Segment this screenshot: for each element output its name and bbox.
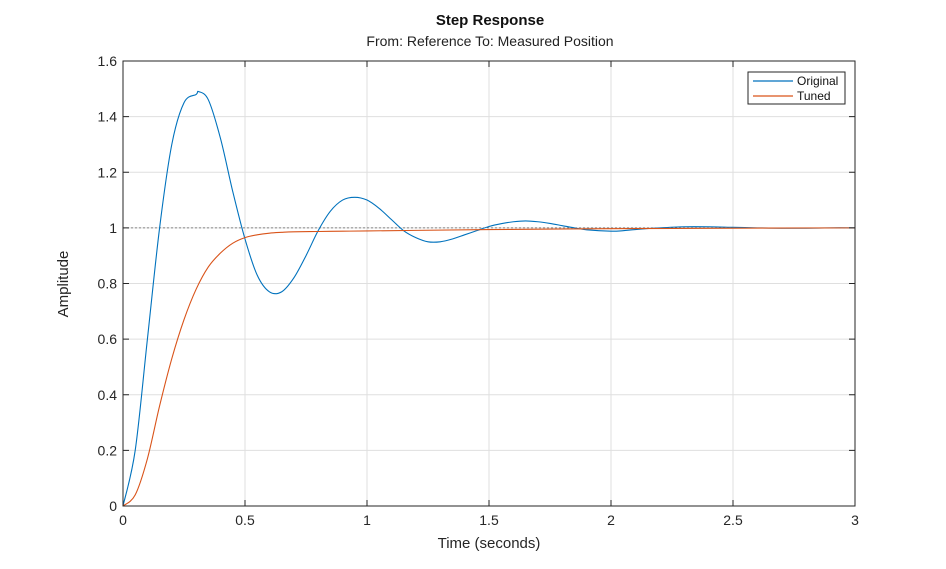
legend-box xyxy=(747,71,846,105)
y-tick-label: 1.2 xyxy=(98,164,118,180)
y-tick-label: 1.6 xyxy=(98,53,118,69)
y-tick-label: 1.4 xyxy=(98,109,118,125)
y-tick-label: 0.6 xyxy=(98,331,118,347)
y-tick-label: 0.2 xyxy=(98,442,118,458)
x-tick-label: 3 xyxy=(851,512,859,528)
series-lines xyxy=(122,90,856,507)
legend-label-original: Original xyxy=(797,74,838,88)
chart-subtitle: From: Reference To: Measured Position xyxy=(366,33,613,49)
x-tick-label: 1.5 xyxy=(479,512,499,528)
x-tick-label: 2 xyxy=(607,512,615,528)
axis-ticks: 0 0.5 1 1.5 2 2.5 3 0 0.2 0.4 0.6 0.8 1 1.2 1.4 1.6 xyxy=(98,53,860,528)
x-tick-label: 0 xyxy=(119,512,127,528)
legend-label-tuned: Tuned xyxy=(797,89,831,103)
y-tick-label: 0.8 xyxy=(98,276,118,292)
x-tick-label: 1 xyxy=(363,512,371,528)
legend: Original Tuned xyxy=(747,71,846,105)
x-tick-label: 2.5 xyxy=(723,512,743,528)
y-tick-label: 0 xyxy=(109,498,117,514)
x-axis-label: Time (seconds) xyxy=(438,535,541,552)
y-axis-label: Amplitude xyxy=(55,251,72,318)
y-tick-label: 0.4 xyxy=(98,387,118,403)
y-tick-label: 1 xyxy=(109,220,117,236)
x-tick-label: 0.5 xyxy=(235,512,255,528)
series-line-tuned xyxy=(122,227,856,507)
chart-title: Step Response xyxy=(436,12,544,29)
